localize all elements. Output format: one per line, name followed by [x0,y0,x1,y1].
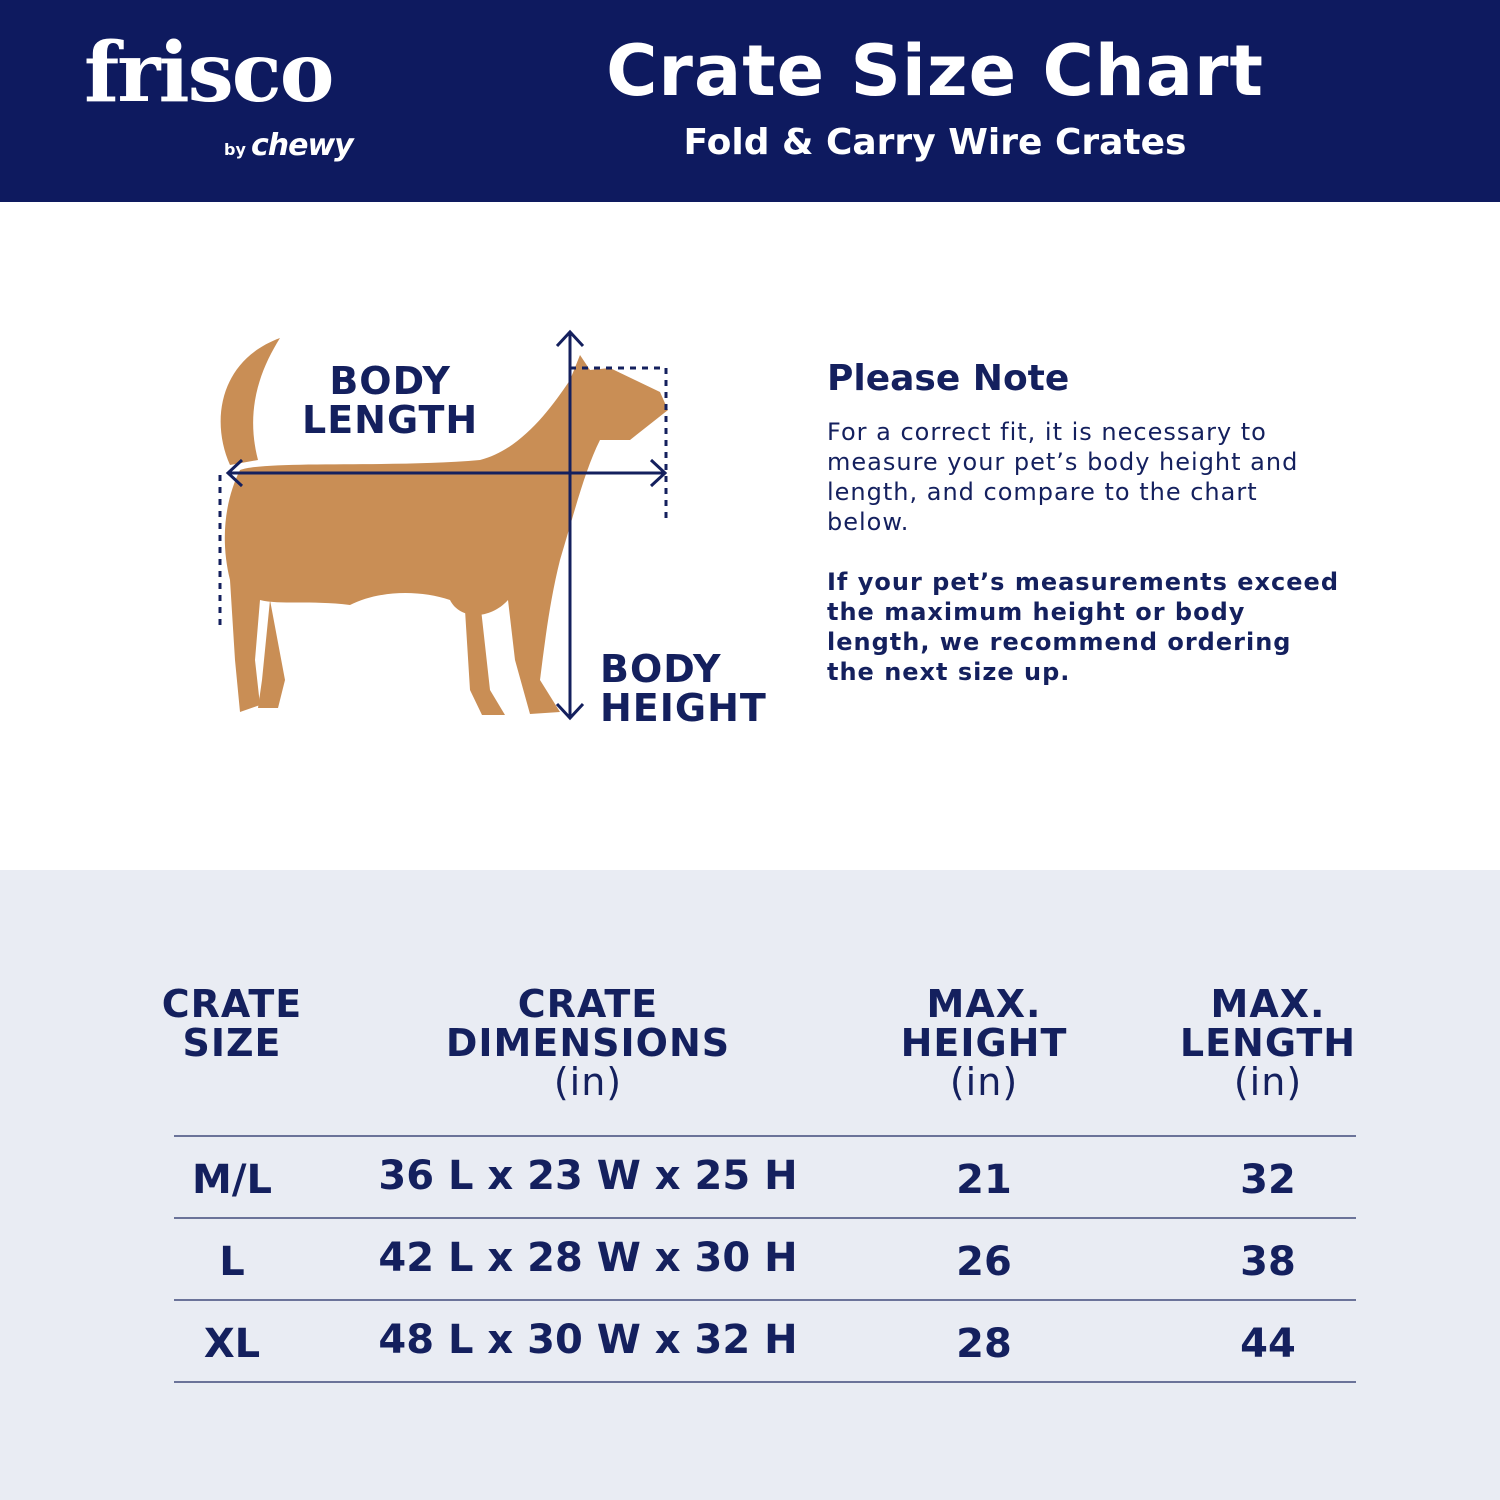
cell-dimensions: 42 L x 28 W x 30 H [378,1235,798,1281]
logo-chewy: chewy [250,128,354,163]
table-divider [174,1135,1356,1137]
page-title: Crate Size Chart [606,30,1264,112]
dog-measurement-diagram: BODY LENGTH BODY HEIGHT [190,300,790,750]
cell-max-length: 44 [1240,1321,1296,1367]
logo-by: by [224,140,246,159]
table-divider [174,1217,1356,1219]
dog-illustration [218,329,668,721]
cell-max-height: 26 [956,1239,1012,1285]
frisco-logo: frisco by chewy [84,25,354,163]
table-divider [174,1381,1356,1383]
page-subtitle: Fold & Carry Wire Crates [683,122,1187,163]
cell-max-length: 32 [1240,1157,1296,1203]
logo-byline: by chewy [224,128,354,163]
cell-size: M/L [192,1157,272,1203]
size-table-section [0,870,1500,1500]
dog-silhouette [220,338,668,715]
table-divider [174,1299,1356,1301]
cell-dimensions: 48 L x 30 W x 32 H [378,1317,798,1363]
cell-size: L [219,1239,245,1285]
header-banner: frisco by chewy Crate Size Chart Fold & … [0,0,1500,202]
cell-size: XL [203,1321,261,1367]
please-note-section: Please Note For a correct fit, it is nec… [827,358,1347,687]
note-text: For a correct fit, it is necessary to me… [827,418,1299,536]
measurement-arrows [218,329,668,721]
header-max-length: MAX. LENGTH (in) [1179,982,1357,1104]
header-max-height: MAX. HEIGHT (in) [900,982,1068,1104]
body-height-label: BODY HEIGHT [600,647,767,730]
header-crate-dimensions: CRATE DIMENSIONS (in) [445,982,731,1104]
header-crate-size: CRATE SIZE [161,982,303,1065]
cell-dimensions: 36 L x 23 W x 25 H [378,1153,798,1199]
body-length-label: BODY LENGTH [302,359,479,442]
cell-max-height: 28 [956,1321,1012,1367]
cell-max-height: 21 [956,1157,1012,1203]
note-bold-text: If your pet’s measurements exceed the ma… [827,568,1339,686]
logo-wordmark: frisco [84,25,334,121]
cell-max-length: 38 [1240,1239,1296,1285]
note-title: Please Note [827,358,1070,399]
